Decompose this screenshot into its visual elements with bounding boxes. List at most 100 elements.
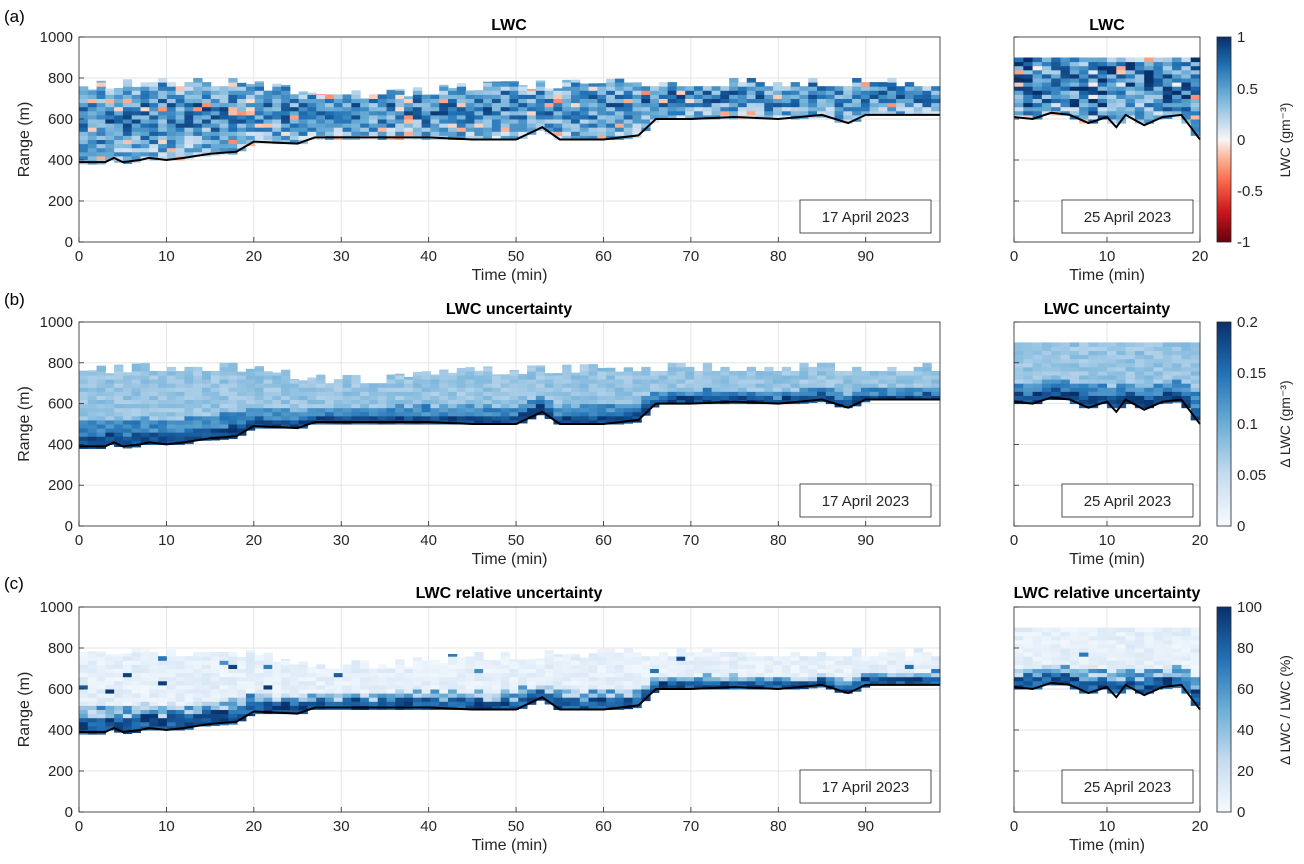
heatmap-cell xyxy=(395,399,405,405)
heatmap-cell xyxy=(817,114,827,118)
heatmap-cell xyxy=(632,119,642,124)
heatmap-cell xyxy=(702,399,713,405)
heatmap-cell xyxy=(149,106,159,112)
heatmap-cell xyxy=(1172,69,1182,75)
heatmap-cell xyxy=(289,411,300,417)
heatmap-cell xyxy=(184,403,194,409)
heatmap-cell xyxy=(843,102,853,108)
heatmap-cell xyxy=(1060,65,1071,71)
date-annotation-box xyxy=(1061,769,1194,804)
heatmap-cell xyxy=(210,676,221,682)
heatmap-cell xyxy=(887,660,897,665)
heatmap-cell xyxy=(843,387,853,392)
heatmap-cell xyxy=(1097,656,1108,661)
heatmap-cell xyxy=(579,407,590,413)
heatmap-cell xyxy=(140,395,150,401)
heatmap-cell xyxy=(368,415,379,421)
heatmap-cell xyxy=(448,399,458,405)
heatmap-cell xyxy=(1144,114,1154,120)
heatmap-cell xyxy=(781,399,792,405)
heatmap-cell xyxy=(781,86,792,91)
heatmap-cell xyxy=(1107,375,1117,380)
heatmap-cell xyxy=(1153,114,1164,120)
heatmap-cell xyxy=(1088,395,1099,401)
heatmap-cell xyxy=(1172,656,1182,661)
heatmap-cell xyxy=(140,102,150,108)
heatmap-cell xyxy=(404,119,414,124)
heatmap-cell xyxy=(395,131,405,136)
heatmap-cell xyxy=(272,86,282,91)
heatmap-cell xyxy=(1190,631,1201,637)
heatmap-cell xyxy=(843,684,853,690)
heatmap-cell xyxy=(1107,656,1117,661)
heatmap-cell xyxy=(263,383,273,388)
heatmap-cell xyxy=(122,713,133,719)
heatmap-cell xyxy=(887,78,897,83)
heatmap-cell xyxy=(166,82,177,87)
heatmap-cell xyxy=(1190,366,1201,372)
heatmap-cell xyxy=(351,110,361,116)
heatmap-cell xyxy=(746,383,756,388)
heatmap-cell xyxy=(896,648,906,653)
heatmap-cell xyxy=(737,110,748,116)
heatmap-cell xyxy=(922,102,932,108)
heatmap-cell xyxy=(729,672,739,678)
heatmap-cell xyxy=(1172,346,1182,352)
heatmap-cell xyxy=(1014,106,1024,112)
heatmap-cell xyxy=(184,395,194,401)
heatmap-cell xyxy=(377,693,387,698)
heatmap-cell xyxy=(623,403,633,409)
heatmap-cell xyxy=(281,139,291,145)
heatmap-cell xyxy=(421,375,431,380)
heatmap-cell xyxy=(834,370,844,376)
heatmap-cell xyxy=(412,383,423,388)
heatmap-cell xyxy=(131,672,141,678)
heatmap-cell xyxy=(562,79,572,83)
heatmap-cell xyxy=(1172,65,1182,71)
heatmap-cell xyxy=(1051,664,1061,669)
heatmap-cell xyxy=(606,664,616,669)
heatmap-cell xyxy=(131,123,141,128)
heatmap-cell xyxy=(228,684,238,690)
heatmap-cell xyxy=(219,693,229,698)
heatmap-cell xyxy=(1041,375,1052,380)
heatmap-cell xyxy=(658,652,669,657)
heatmap-cell xyxy=(614,407,625,413)
colorbar-dlwc-tick: 0.05 xyxy=(1237,467,1266,484)
heatmap-cell xyxy=(1079,342,1089,347)
heatmap-cell xyxy=(606,78,616,83)
heatmap-cell xyxy=(430,98,440,104)
heatmap-cell xyxy=(158,415,168,421)
heatmap-cell xyxy=(562,364,572,368)
heatmap-cell xyxy=(1060,102,1071,108)
heatmap-cell xyxy=(1097,82,1108,87)
heatmap-cell xyxy=(368,123,379,128)
heatmap-cell xyxy=(764,383,774,388)
heatmap-cell xyxy=(1088,635,1099,641)
heatmap-cell xyxy=(491,374,502,376)
heatmap-cell xyxy=(562,395,572,401)
heatmap-cell xyxy=(632,395,642,401)
heatmap-cell xyxy=(237,86,247,91)
heatmap-cell xyxy=(351,697,361,702)
heatmap-cell xyxy=(562,701,572,706)
heatmap-cell xyxy=(1088,668,1099,674)
heatmap-cell xyxy=(158,403,168,409)
heatmap-cell xyxy=(439,391,449,396)
heatmap-cell xyxy=(245,656,256,661)
heatmap-cell xyxy=(87,370,98,372)
heatmap-cell xyxy=(404,701,414,706)
x-tick-label: 30 xyxy=(333,532,350,549)
heatmap-cell xyxy=(852,106,862,112)
heatmap-cell xyxy=(641,383,651,388)
heatmap-cell xyxy=(614,395,625,401)
heatmap-cell xyxy=(773,676,783,682)
heatmap-cell xyxy=(281,86,291,91)
heatmap-cell xyxy=(105,90,115,95)
heatmap-cell xyxy=(87,440,98,445)
heatmap-cell xyxy=(597,403,607,409)
y-axis-label: Range (m) xyxy=(16,386,33,462)
heatmap-cell xyxy=(597,705,607,710)
heatmap-cell xyxy=(430,399,440,405)
heatmap-cell xyxy=(571,668,581,674)
